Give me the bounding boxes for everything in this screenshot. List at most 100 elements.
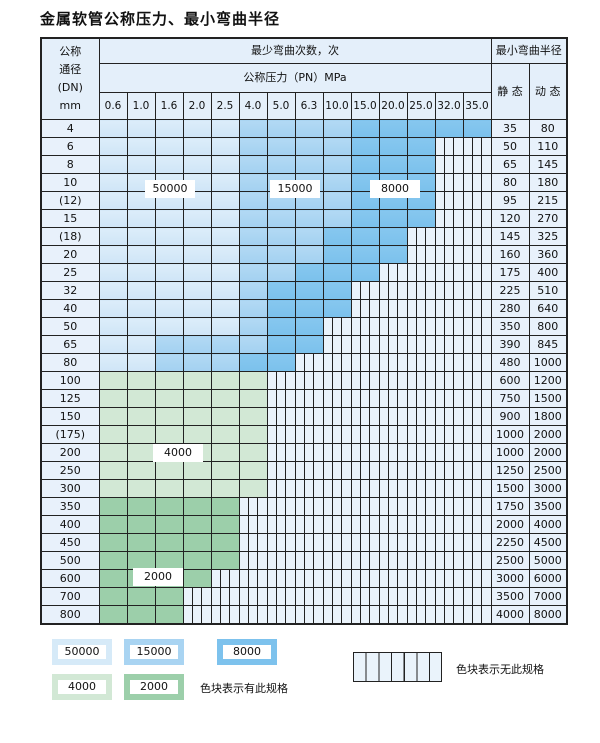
available-cell <box>154 209 184 228</box>
unavailable-cell <box>350 569 380 588</box>
available-cell <box>238 389 268 408</box>
available-cell <box>210 443 240 462</box>
unavailable-cell <box>266 551 296 570</box>
table-row: 15 120 270 <box>40 209 568 228</box>
unavailable-cell <box>434 407 464 426</box>
static-radius-cell: 2500 <box>490 551 530 570</box>
unavailable-cell <box>294 371 324 390</box>
available-cell <box>182 515 212 534</box>
available-cell <box>266 155 296 174</box>
unavailable-cell <box>462 461 492 480</box>
unavailable-cell <box>434 569 464 588</box>
available-cell <box>266 227 296 246</box>
dynamic-radius-cell: 110 <box>528 137 568 156</box>
available-cell <box>182 425 212 444</box>
available-cell <box>154 407 184 426</box>
unavailable-cell <box>294 497 324 516</box>
unavailable-cell <box>350 371 380 390</box>
dynamic-radius-cell: 400 <box>528 263 568 282</box>
unavailable-cell <box>406 407 436 426</box>
unavailable-cell <box>462 173 492 192</box>
available-cell <box>350 137 380 156</box>
unavailable-cell <box>294 569 324 588</box>
available-cell <box>126 263 156 282</box>
unavailable-cell <box>462 605 492 625</box>
unavailable-cell <box>294 587 324 606</box>
unavailable-cell <box>266 461 296 480</box>
unavailable-cell <box>434 389 464 408</box>
available-cell <box>266 245 296 264</box>
unavailable-cell <box>294 605 324 625</box>
dynamic-radius-cell: 270 <box>528 209 568 228</box>
available-cell <box>154 263 184 282</box>
static-radius-cell: 3000 <box>490 569 530 588</box>
available-cell <box>98 533 128 552</box>
unavailable-cell <box>434 443 464 462</box>
available-cell <box>98 227 128 246</box>
dynamic-radius-cell: 1200 <box>528 371 568 390</box>
unavailable-cell <box>322 551 352 570</box>
available-cell <box>266 119 296 138</box>
legend-2000: 2000 <box>124 674 184 700</box>
available-cell <box>266 335 296 354</box>
dynamic-radius-cell: 1800 <box>528 407 568 426</box>
cycles-header: 最少弯曲次数，次 <box>98 37 492 64</box>
unavailable-cell <box>434 425 464 444</box>
available-cell <box>210 317 240 336</box>
available-cell <box>238 137 268 156</box>
pressure-column-header: 1.0 <box>126 92 156 120</box>
unavailable-cell <box>378 263 408 282</box>
pressure-column-header: 32.0 <box>434 92 464 120</box>
available-cell <box>98 371 128 390</box>
unavailable-cell <box>350 317 380 336</box>
unavailable-cell <box>462 479 492 498</box>
unavailable-cell <box>406 299 436 318</box>
static-radius-cell: 1000 <box>490 425 530 444</box>
dn-cell: 350 <box>40 497 100 516</box>
static-radius-cell: 80 <box>490 173 530 192</box>
unavailable-cell <box>322 587 352 606</box>
pressure-column-header: 20.0 <box>378 92 408 120</box>
dn-cell: 50 <box>40 317 100 336</box>
unavailable-cell <box>406 425 436 444</box>
static-header: 静 态 <box>490 63 530 120</box>
dn-cell: 150 <box>40 407 100 426</box>
unavailable-cell <box>350 461 380 480</box>
available-cell <box>378 227 408 246</box>
unavailable-cell <box>322 317 352 336</box>
available-cell <box>210 479 240 498</box>
available-cell <box>294 137 324 156</box>
static-radius-cell: 225 <box>490 281 530 300</box>
unavailable-cell <box>434 209 464 228</box>
static-radius-cell: 900 <box>490 407 530 426</box>
available-cell <box>126 605 156 625</box>
available-cell <box>126 335 156 354</box>
static-radius-cell: 600 <box>490 371 530 390</box>
unavailable-cell <box>434 317 464 336</box>
pressure-column-header: 25.0 <box>406 92 436 120</box>
available-cell <box>98 317 128 336</box>
unavailable-cell <box>266 515 296 534</box>
dynamic-radius-cell: 2000 <box>528 443 568 462</box>
available-cell <box>126 317 156 336</box>
unavailable-cell <box>434 263 464 282</box>
available-cell <box>238 299 268 318</box>
available-cell <box>154 155 184 174</box>
static-radius-cell: 1500 <box>490 479 530 498</box>
unavailable-cell <box>238 533 268 552</box>
table-row: 50 350 800 <box>40 317 568 336</box>
dn-cell: 10 <box>40 173 100 192</box>
available-cell <box>294 317 324 336</box>
unavailable-cell <box>462 389 492 408</box>
table-row: 125 750 1500 <box>40 389 568 408</box>
unavailable-cell <box>434 551 464 570</box>
available-cell <box>98 497 128 516</box>
available-cell <box>238 443 268 462</box>
available-cell <box>266 353 296 372</box>
available-cell <box>182 371 212 390</box>
static-radius-cell: 750 <box>490 389 530 408</box>
unavailable-cell <box>434 299 464 318</box>
available-cell <box>126 371 156 390</box>
available-cell <box>210 497 240 516</box>
available-cell <box>406 119 436 138</box>
